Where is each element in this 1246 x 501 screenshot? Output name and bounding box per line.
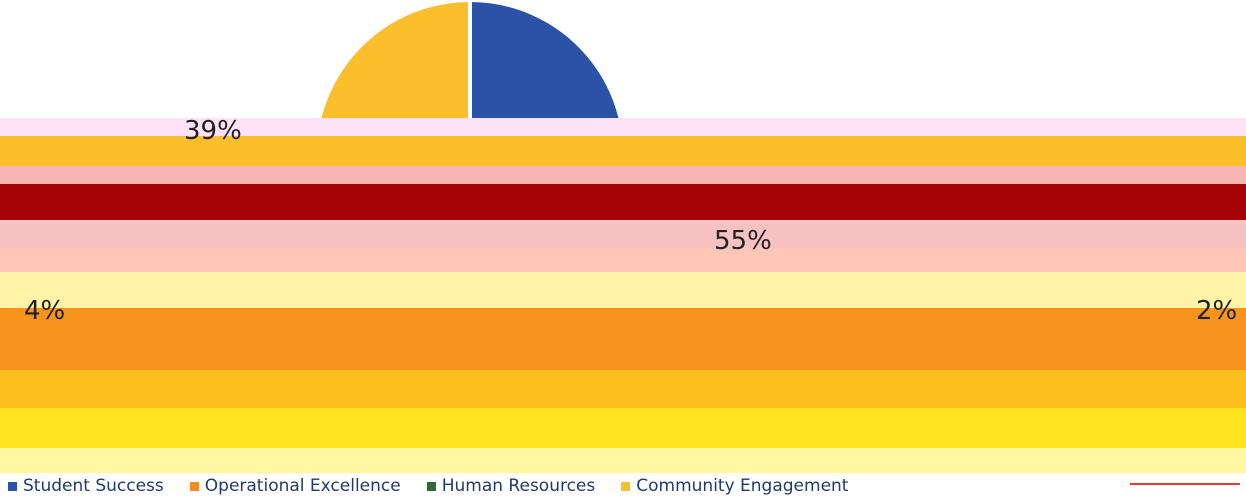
legend-item-3: Human Resources <box>426 476 596 496</box>
legend-swatch-2 <box>189 481 199 491</box>
slice-label-2: 55% <box>714 226 772 256</box>
slice-label-1: 39% <box>184 116 242 146</box>
noise-band <box>0 184 1246 220</box>
corruption-bands <box>0 118 1246 473</box>
legend-label-3: Human Resources <box>441 476 596 496</box>
legend-label-1: Student Success <box>23 476 164 496</box>
legend-item-4: Community Engagement <box>621 476 848 496</box>
legend-swatch-3 <box>426 481 436 491</box>
noise-band <box>0 136 1246 166</box>
legend-item-2: Operational Excellence <box>189 476 401 496</box>
legend-label-2: Operational Excellence <box>204 476 401 496</box>
legend-swatch-1 <box>8 481 17 491</box>
noise-band <box>0 308 1246 370</box>
legend-item-1: Student Success <box>8 476 164 496</box>
slice-label-3: 4% <box>24 296 66 326</box>
noise-band <box>0 370 1246 408</box>
noise-band <box>0 248 1246 272</box>
noise-band <box>0 448 1246 473</box>
noise-band <box>0 272 1246 308</box>
noise-band <box>0 408 1246 448</box>
noise-band <box>0 166 1246 184</box>
slice-label-4: 2% <box>1196 296 1238 326</box>
legend: Student Success Operational Excellence H… <box>8 474 1238 498</box>
noise-band <box>0 220 1246 248</box>
legend-swatch-4 <box>621 481 631 491</box>
legend-rule <box>1130 483 1240 485</box>
legend-label-4: Community Engagement <box>636 476 849 496</box>
noise-band <box>0 118 1246 136</box>
